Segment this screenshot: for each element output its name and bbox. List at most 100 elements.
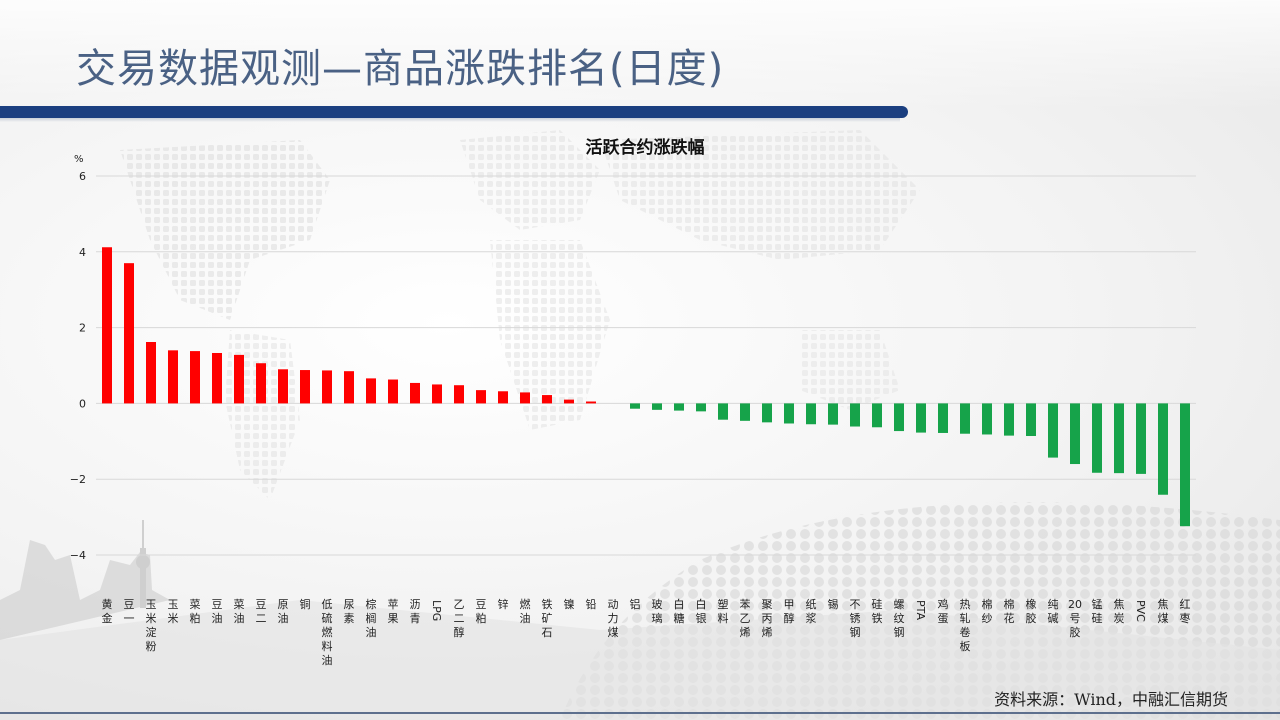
x-tick-label: 甲醇 bbox=[784, 598, 795, 625]
x-tick-label: 玉米淀粉 bbox=[146, 598, 157, 653]
bar bbox=[1070, 403, 1080, 465]
x-tick-label: 塑料 bbox=[718, 597, 729, 625]
x-tick-label: 铅 bbox=[586, 597, 597, 611]
grid-lines bbox=[96, 175, 1196, 556]
bar bbox=[586, 401, 596, 404]
bar bbox=[366, 378, 376, 404]
bar bbox=[784, 403, 794, 424]
bar bbox=[1092, 403, 1102, 473]
bar bbox=[234, 354, 244, 404]
bar bbox=[124, 263, 134, 404]
title-band-shadow bbox=[0, 118, 900, 122]
x-tick-label: 菜油 bbox=[234, 598, 245, 625]
bar bbox=[168, 350, 178, 404]
x-tick-label: LPG bbox=[430, 600, 443, 621]
bar bbox=[542, 395, 552, 404]
x-tick-label: 乙二醇 bbox=[454, 598, 465, 639]
x-tick-label: 热轧卷板 bbox=[960, 598, 971, 653]
x-tick-label: 菜粕 bbox=[190, 598, 201, 625]
bars bbox=[102, 247, 1190, 527]
bar bbox=[630, 403, 640, 409]
x-tick-label: 锌 bbox=[498, 597, 509, 611]
x-tick-label: 纯碱 bbox=[1048, 598, 1059, 625]
y-tick-label: −2 bbox=[70, 473, 86, 486]
bar bbox=[828, 403, 838, 425]
bar bbox=[652, 403, 662, 410]
y-tick-label: 4 bbox=[79, 246, 86, 259]
y-tick-label: 0 bbox=[79, 397, 86, 410]
bar bbox=[146, 342, 156, 404]
x-tick-label: 红枣 bbox=[1180, 598, 1191, 625]
bar bbox=[476, 390, 486, 404]
bar bbox=[498, 391, 508, 404]
x-tick-label: 燃油 bbox=[520, 597, 531, 625]
bar bbox=[102, 247, 112, 404]
x-tick-label: 棕榈油 bbox=[366, 597, 377, 639]
bar bbox=[410, 382, 420, 404]
bar bbox=[894, 403, 904, 432]
bar bbox=[1180, 403, 1190, 527]
bar bbox=[696, 403, 706, 412]
x-tick-label: 焦煤 bbox=[1158, 598, 1169, 625]
bar bbox=[718, 403, 728, 420]
bar bbox=[256, 363, 266, 404]
bar bbox=[1158, 403, 1168, 495]
bar bbox=[212, 352, 222, 404]
x-tick-label: 鸡蛋 bbox=[938, 597, 949, 625]
x-tick-label: 纸浆 bbox=[806, 598, 817, 625]
bar bbox=[564, 399, 574, 404]
title-band bbox=[0, 106, 908, 118]
x-tick-label: 橡胶 bbox=[1026, 598, 1037, 625]
bar bbox=[806, 403, 816, 425]
bar bbox=[432, 384, 442, 404]
bar bbox=[322, 370, 332, 404]
x-tick-label: 黄金 bbox=[102, 597, 113, 625]
x-tick-label: 动力煤 bbox=[608, 598, 619, 639]
bar bbox=[520, 392, 530, 404]
x-tick-label: 苯乙烯 bbox=[740, 597, 751, 639]
x-tick-label: 豆油 bbox=[212, 598, 223, 625]
bar bbox=[278, 369, 288, 404]
x-tick-label: 苹果 bbox=[388, 597, 399, 625]
bar bbox=[762, 403, 772, 423]
x-tick-label: 棉纱 bbox=[982, 597, 993, 625]
x-tick-label: 螺纹钢 bbox=[894, 598, 905, 639]
x-tick-label: 白银 bbox=[696, 597, 707, 625]
x-tick-label: 沥青 bbox=[410, 598, 421, 625]
x-tick-label: PTA bbox=[914, 600, 927, 620]
x-tick-label: 锡 bbox=[828, 597, 839, 611]
x-tick-label: 玻璃 bbox=[652, 598, 663, 625]
x-tick-label: 豆二 bbox=[256, 598, 267, 625]
bar bbox=[1136, 403, 1146, 474]
x-tick-label: 原油 bbox=[278, 598, 289, 625]
x-tick-label: 棉花 bbox=[1004, 597, 1015, 625]
x-tick-label: PVC bbox=[1134, 600, 1147, 622]
bar bbox=[916, 403, 926, 433]
x-tick-label: 铜 bbox=[300, 597, 311, 611]
x-tick-label: 不锈钢 bbox=[850, 598, 861, 639]
x-tick-label: 尿素 bbox=[344, 598, 355, 625]
y-tick-label: −4 bbox=[70, 549, 86, 562]
bar bbox=[740, 403, 750, 421]
x-tick-label: 锰硅 bbox=[1092, 597, 1103, 625]
bar bbox=[344, 371, 354, 404]
bar bbox=[190, 351, 200, 404]
x-tick-label: 豆一 bbox=[124, 598, 135, 625]
bar bbox=[388, 379, 398, 404]
bar bbox=[1048, 403, 1058, 458]
bar bbox=[960, 403, 970, 434]
bar bbox=[1026, 403, 1036, 436]
x-tick-label: 焦炭 bbox=[1114, 598, 1125, 625]
chart-title: 活跃合约涨跌幅 bbox=[585, 138, 705, 158]
x-tick-label: 铁矿石 bbox=[542, 598, 553, 639]
x-tick-label: 白糖 bbox=[674, 597, 685, 625]
y-tick-labels: −4 −2 0 2 4 6 bbox=[70, 170, 86, 562]
x-tick-label: 玉米 bbox=[168, 598, 179, 625]
x-tick-label: 聚丙烯 bbox=[762, 598, 773, 639]
footer-line bbox=[0, 712, 1280, 714]
x-tick-label: 20 号胶 bbox=[1068, 598, 1082, 639]
bar bbox=[938, 403, 948, 433]
bar bbox=[1004, 403, 1014, 436]
